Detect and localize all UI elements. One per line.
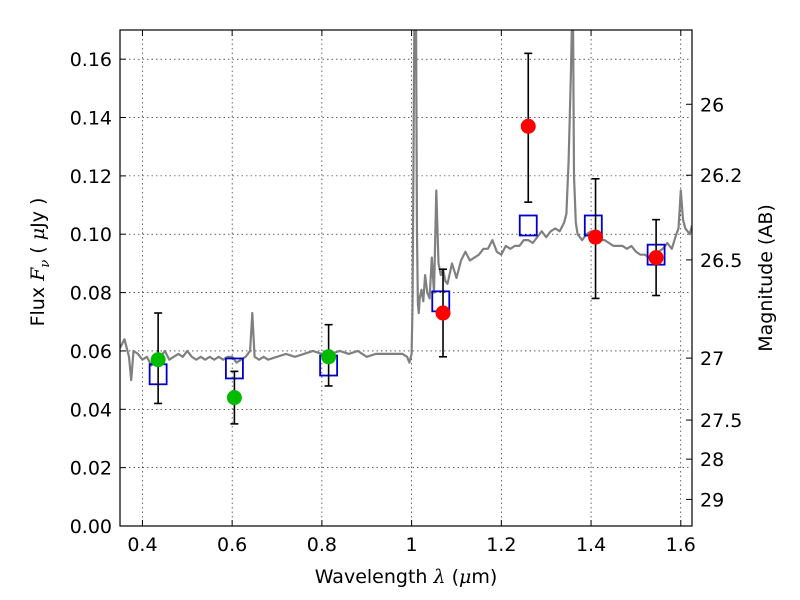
green-point [226, 390, 242, 406]
x-tick-label: 0.4 [127, 534, 157, 556]
y-tick-label: 0.10 [70, 224, 112, 246]
red-point [648, 250, 664, 266]
right-tick-label: 29 [700, 489, 724, 511]
y-tick-label: 0.00 [70, 516, 112, 538]
right-tick-label: 27 [700, 348, 724, 370]
y-tick-label: 0.12 [70, 166, 112, 188]
y-tick-label: 0.02 [70, 458, 112, 480]
green-points [150, 312, 337, 425]
y-axis-label-prefix: Flux [27, 281, 49, 327]
x-tick-label: 1 [406, 534, 418, 556]
x-axis: 0.4 0.6 0.8 1 1.2 1.4 1.6 [127, 30, 696, 556]
right-axis: 26 26.2 26.5 27 27.5 28 29 [686, 94, 742, 511]
plot-frame [119, 29, 693, 527]
right-tick-label: 27.5 [700, 410, 742, 432]
y-tick-label: 0.08 [70, 283, 112, 305]
red-point [588, 229, 604, 245]
y-axis-label-F: F [27, 267, 49, 282]
right-tick-label: 26 [700, 94, 724, 116]
y-tick-label: 0.06 [70, 341, 112, 363]
x-tick-label: 1.2 [486, 534, 516, 556]
y-tick-label: 0.16 [70, 49, 112, 71]
x-axis-label-unit-open: ( [446, 566, 459, 588]
x-axis-label-mu: μ [459, 566, 471, 588]
model-point [518, 214, 538, 237]
x-axis-label-lambda: λ [432, 566, 445, 588]
x-tick-label: 0.8 [307, 534, 337, 556]
x-axis-label: Wavelength λ (μm) [315, 566, 498, 588]
x-tick-label: 0.6 [217, 534, 247, 556]
right-tick-label: 26.5 [700, 250, 742, 272]
green-point [321, 349, 337, 365]
y-tick-label: 0.04 [70, 399, 112, 421]
x-tick-label: 1.4 [576, 534, 606, 556]
right-tick-label: 26.2 [700, 165, 742, 187]
right-axis-label: Magnitude (AB) [755, 204, 777, 352]
y-tick-label: 0.14 [70, 108, 112, 130]
y-axis: 0.00 0.02 0.04 0.06 0.08 0.10 0.12 0.14 0.16 [70, 49, 126, 538]
x-axis-label-unit-close: m) [471, 566, 497, 588]
right-tick-label: 28 [700, 449, 724, 471]
red-point [520, 118, 536, 134]
green-point [150, 352, 166, 368]
red-point [435, 305, 451, 321]
spectrum-layer [120, 30, 692, 382]
x-axis-label-prefix: Wavelength [315, 566, 434, 588]
spectrum-line [120, 30, 692, 382]
y-axis-label: Flux Fν ( μJy ) [27, 198, 53, 327]
y-axis-label-mid: ( [27, 240, 49, 260]
y-axis-label-nu: ν [38, 260, 53, 268]
y-axis-label-suffix: Jy ) [27, 198, 49, 229]
plot-area [120, 30, 692, 526]
x-tick-label: 1.6 [666, 534, 696, 556]
y-axis-label-mu: μ [27, 228, 49, 240]
red-points [435, 52, 664, 358]
